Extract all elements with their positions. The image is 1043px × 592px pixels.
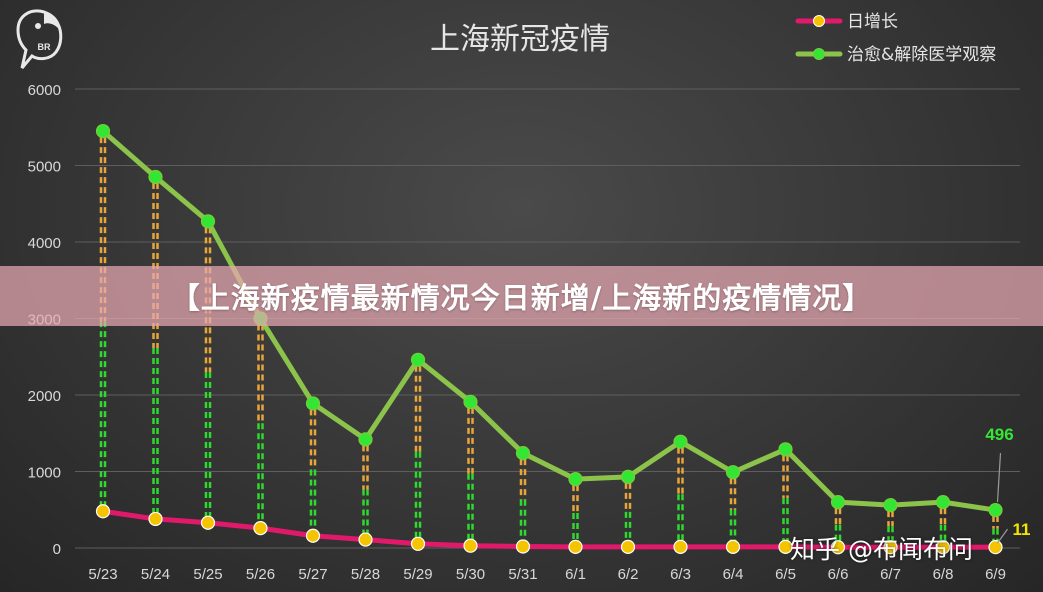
data-point [725, 539, 741, 554]
data-point [410, 536, 426, 551]
data-point [200, 214, 216, 229]
title-banner: 【上海新疫情最新情况今日新增/上海新的疫情情况】 [0, 266, 1043, 326]
x-tick-label: 5/27 [298, 566, 327, 583]
y-tick-label: 4000 [28, 235, 61, 252]
banner-text: 【上海新疫情最新情况今日新增/上海新的疫情情况】 [170, 281, 873, 315]
data-point [358, 432, 373, 447]
data-point [515, 446, 531, 461]
data-point [673, 539, 688, 554]
x-tick-label: 5/23 [88, 566, 117, 583]
data-point [305, 396, 321, 411]
x-tick-labels: 5/23 5/24 5/25 5/26 5/27 5/28 5/29 5/30 5/31 6/1 6… [88, 566, 1006, 583]
x-tick-label: 5/25 [193, 566, 222, 583]
legend-label: 日增长 [847, 12, 898, 32]
data-point [988, 540, 1003, 555]
data-point [778, 539, 793, 554]
data-point [463, 394, 478, 409]
data-point [778, 442, 793, 457]
drop-lines [99, 137, 999, 542]
x-tick-label: 5/24 [141, 566, 170, 583]
data-point [620, 539, 636, 554]
label-leader [996, 453, 1002, 503]
data-label: 496 [985, 425, 1013, 444]
data-point [883, 498, 898, 513]
data-point [463, 538, 478, 553]
data-point [568, 472, 583, 487]
data-label: 11 [1013, 520, 1031, 539]
x-tick-label: 5/31 [508, 566, 537, 583]
x-tick-label: 6/9 [985, 566, 1006, 583]
x-tick-label: 5/29 [403, 566, 432, 583]
x-tick-label: 6/4 [723, 566, 744, 583]
x-tick-label: 5/30 [456, 566, 485, 583]
legend-label: 治愈&解除医学观察 [847, 45, 996, 65]
legend-marker [813, 48, 825, 60]
data-point [200, 515, 216, 530]
y-tick-label: 1000 [28, 465, 61, 482]
data-point [568, 539, 583, 554]
data-point [148, 511, 163, 527]
data-point [410, 352, 426, 367]
parrot-logo-icon: BR [16, 9, 63, 69]
data-point [95, 123, 111, 139]
data-point [935, 495, 951, 510]
series-markers [95, 123, 1003, 555]
x-tick-label: 6/2 [618, 566, 639, 583]
data-point [620, 469, 636, 484]
x-tick-label: 6/6 [828, 566, 849, 583]
data-point [935, 540, 951, 555]
series-line-0 [100, 508, 998, 550]
watermark: 知乎 @布闻布问 [790, 535, 973, 564]
chart-title: 上海新冠疫情 [430, 22, 610, 57]
data-labels: 496 11 [985, 425, 1031, 544]
x-tick-label: 6/5 [775, 566, 796, 583]
y-tick-label: 6000 [28, 82, 61, 99]
data-point [253, 521, 268, 536]
data-point [95, 504, 111, 519]
data-point [515, 539, 531, 554]
data-point [673, 434, 688, 449]
x-tick-label: 6/3 [670, 566, 691, 583]
data-point [305, 528, 321, 543]
x-tick-label: 6/8 [933, 566, 954, 583]
x-tick-label: 5/28 [351, 566, 380, 583]
data-point [725, 465, 741, 480]
x-tick-label: 6/7 [880, 566, 901, 583]
legend-marker [813, 15, 825, 27]
data-point [883, 540, 898, 555]
x-tick-label: 5/26 [246, 566, 275, 583]
data-point [830, 495, 846, 510]
y-tick-label: 2000 [28, 388, 61, 405]
data-point [148, 169, 163, 185]
data-point [358, 532, 373, 547]
series-lines [100, 128, 998, 550]
y-tick-label: 0 [53, 541, 61, 558]
y-tick-label: 5000 [28, 159, 61, 176]
label-leader [997, 528, 1008, 544]
x-tick-label: 6/1 [565, 566, 586, 583]
data-point [830, 540, 846, 555]
data-point [988, 502, 1003, 518]
logo-text: BR [38, 42, 51, 52]
